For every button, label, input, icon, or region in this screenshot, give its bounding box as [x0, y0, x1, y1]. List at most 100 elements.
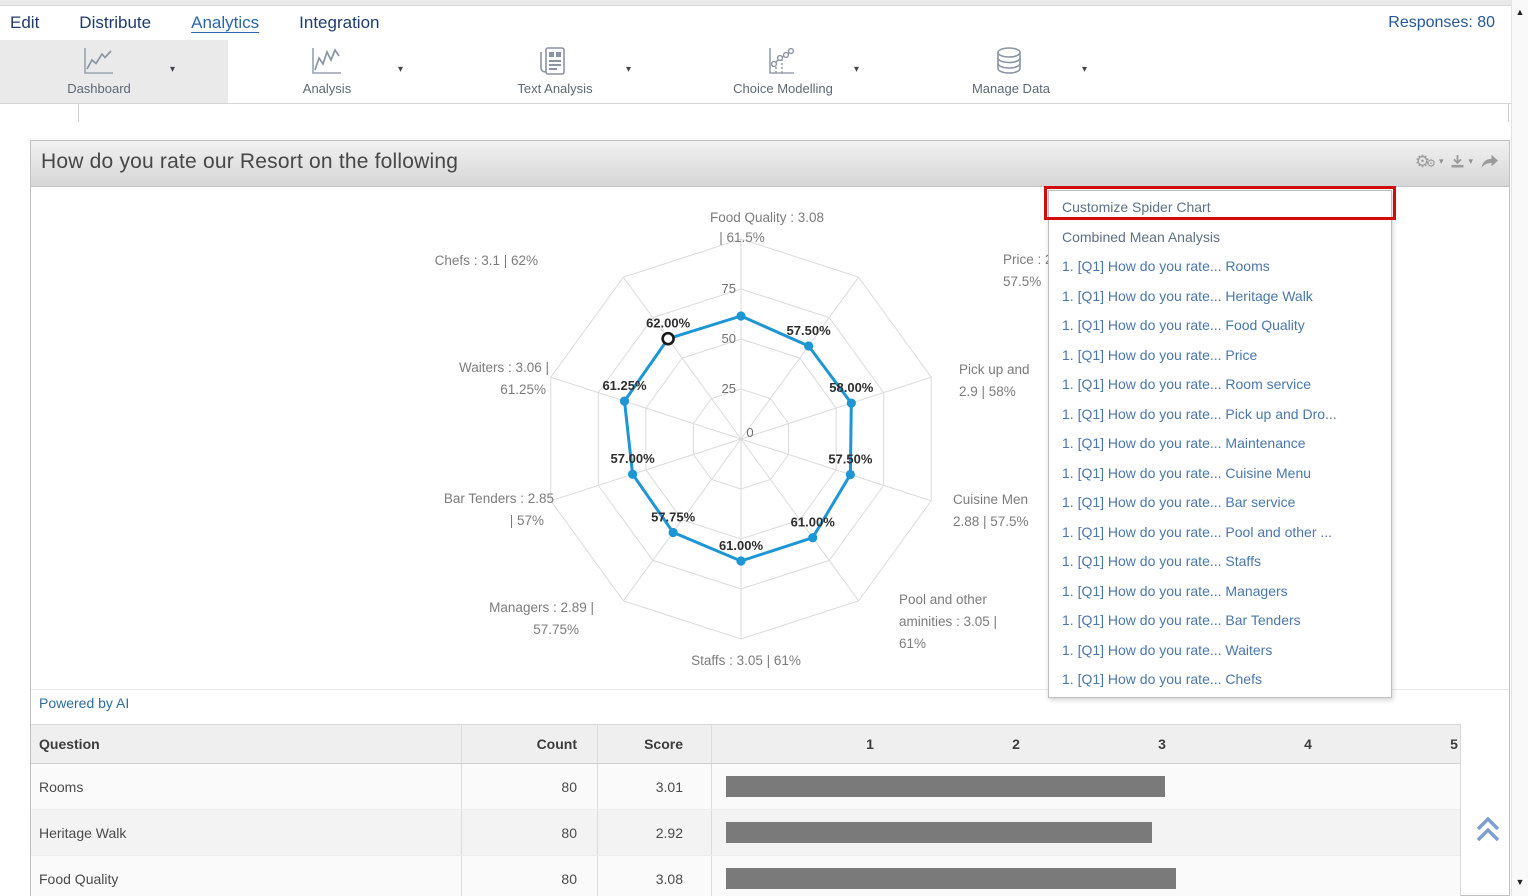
toolbar-item-text-analysis[interactable]: ▾ Text Analysis [456, 40, 684, 103]
score-bar [726, 822, 1152, 843]
axis-label-price: 57.5% [1003, 274, 1041, 289]
settings-caret-icon[interactable]: ▾ [1438, 156, 1444, 166]
axis-label-managers: Managers : 2.89 | [489, 600, 594, 615]
toolbar-item-choice-modelling[interactable]: ▾ Choice Modelling [684, 40, 912, 103]
nav-item-edit[interactable]: Edit [10, 13, 40, 32]
table-cell-scale [712, 764, 1460, 809]
menu-item-1-q1-how-do-you-rate-bar-service[interactable]: 1. [Q1] How do you rate... Bar service [1062, 494, 1296, 510]
table-cell-scale [712, 810, 1460, 855]
axis-label-pool-and-other-aminities: aminities : 3.05 | [899, 614, 997, 629]
analytics-toolbar: ▾ Dashboard ▾ Analysis ▾ Text Analysis ▾ Choice… [0, 40, 1511, 104]
axis-label-bar-tenders: Bar Tenders : 2.85 [444, 491, 554, 506]
data-point-label: 57.00% [611, 451, 656, 466]
nav-item-analytics[interactable]: Analytics [191, 13, 260, 32]
table-row-heritage-walk: Heritage Walk 80 2.92 [31, 810, 1460, 856]
dropdown-caret-icon[interactable]: ▾ [398, 64, 404, 75]
menu-item-1-q1-how-do-you-rate-pool-and-other[interactable]: 1. [Q1] How do you rate... Pool and othe… [1062, 523, 1333, 540]
data-point-label: 61.25% [602, 378, 647, 393]
menu-item-1-q1-how-do-you-rate-room-service[interactable]: 1. [Q1] How do you rate... Room service [1062, 376, 1311, 392]
axis-label-staffs: Staffs : 3.05 | 61% [691, 653, 801, 668]
radar-point-chefs[interactable] [661, 331, 675, 346]
powered-by-ai-link[interactable]: Powered by AI [39, 695, 130, 711]
table-cell-count: 80 [462, 810, 598, 855]
nav-item-distribute[interactable]: Distribute [79, 13, 152, 32]
score-bar [726, 776, 1165, 797]
table-row-rooms: Rooms 80 3.01 [31, 764, 1460, 810]
scrollbar-down-arrow[interactable]: ▼ [1515, 877, 1525, 887]
menu-item-customize-spider-chart[interactable]: Customize Spider Chart [1062, 199, 1211, 215]
radar-point-waiters[interactable] [619, 396, 630, 406]
axis-label-waiters: 61.25% [500, 382, 546, 397]
menu-item-1-q1-how-do-you-rate-staffs[interactable]: 1. [Q1] How do you rate... Staffs [1062, 553, 1261, 569]
choice-modelling-icon [764, 46, 798, 83]
menu-item-1-q1-how-do-you-rate-heritage-walk[interactable]: 1. [Q1] How do you rate... Heritage Walk [1062, 287, 1313, 304]
table-cell-question: Rooms [31, 764, 462, 809]
axis-label-managers: 57.75% [533, 622, 579, 637]
data-point-label: 61.00% [719, 538, 764, 553]
menu-item-1-q1-how-do-you-rate-maintenance[interactable]: 1. [Q1] How do you rate... Maintenance [1062, 435, 1306, 451]
menu-item-1-q1-how-do-you-rate-food-quality[interactable]: 1. [Q1] How do you rate... Food Quality [1062, 317, 1305, 333]
axis-label-cuisine-menu: 2.88 | 57.5% [953, 514, 1029, 529]
toolbar-item-manage-data[interactable]: ▾ Manage Data [912, 40, 1140, 103]
scale-tick-label: 5 [1450, 736, 1458, 752]
radar-point-bar-tenders[interactable] [627, 469, 638, 479]
dropdown-caret-icon[interactable]: ▾ [170, 64, 176, 75]
data-point-label: 61.00% [791, 515, 836, 530]
download-icon[interactable] [1450, 154, 1465, 169]
scale-tick-label: 4 [1304, 736, 1312, 752]
radar-point-price[interactable] [803, 341, 814, 351]
top-strip [0, 0, 1511, 6]
menu-item-1-q1-how-do-you-rate-pick-up-and-dro[interactable]: 1. [Q1] How do you rate... Pick up and D… [1062, 405, 1337, 422]
radar-point-pool-and-other-aminities[interactable] [808, 533, 818, 543]
scale-tick-label: 3 [1158, 736, 1166, 752]
manage-data-icon [992, 46, 1026, 83]
page-scrollbar[interactable]: ▲ ▼ [1511, 0, 1528, 896]
menu-item-combined-mean-analysis[interactable]: Combined Mean Analysis [1062, 228, 1220, 245]
toolbar-item-analysis[interactable]: ▾ Analysis [228, 40, 456, 103]
top-navbar: Edit Distribute Analytics Integration Respon… [0, 6, 1511, 40]
table-cell-count: 80 [462, 764, 598, 809]
svg-text:50: 50 [722, 331, 736, 346]
radar-point-pick-up-and-drop[interactable] [846, 398, 856, 408]
divider [31, 689, 1509, 690]
text-analysis-icon [536, 46, 568, 83]
scale-tick-label: 1 [866, 736, 874, 752]
dropdown-caret-icon[interactable]: ▾ [1082, 64, 1088, 75]
settings-gears-icon[interactable]: ⚙ ⚙ [1414, 152, 1436, 171]
data-point-label: 62.00% [646, 316, 691, 331]
axis-label-pool-and-other-aminities: 61% [899, 636, 926, 651]
menu-item-1-q1-how-do-you-rate-waiters[interactable]: 1. [Q1] How do you rate... Waiters [1062, 641, 1273, 658]
axis-label-bar-tenders: | 57% [510, 513, 544, 528]
back-to-top-icon[interactable] [1474, 815, 1502, 850]
responses-count: Responses: 80 [1388, 14, 1495, 31]
radar-point-cuisine-menu[interactable] [845, 469, 855, 480]
menu-item-1-q1-how-do-you-rate-price[interactable]: 1. [Q1] How do you rate... Price [1062, 346, 1258, 363]
toolbar-item-label: Text Analysis [517, 81, 593, 96]
dropdown-caret-icon[interactable]: ▾ [854, 64, 860, 75]
menu-item-1-q1-how-do-you-rate-cuisine-menu[interactable]: 1. [Q1] How do you rate... Cuisine Menu [1062, 464, 1312, 481]
svg-text:0: 0 [746, 425, 753, 440]
menu-item-1-q1-how-do-you-rate-bar-tenders[interactable]: 1. [Q1] How do you rate... Bar Tenders [1062, 612, 1301, 628]
svg-text:75: 75 [722, 281, 736, 296]
scrollbar-up-arrow[interactable]: ▲ [1515, 7, 1525, 17]
radar-point-managers[interactable] [668, 527, 678, 538]
widget-header-actions: ⚙ ⚙ ▾ ▾ [1415, 153, 1499, 170]
menu-item-1-q1-how-do-you-rate-rooms[interactable]: 1. [Q1] How do you rate... Rooms [1062, 258, 1270, 274]
axis-label-cuisine-menu: Cuisine Men [953, 492, 1028, 507]
nav-item-integration[interactable]: Integration [299, 13, 380, 32]
dropdown-caret-icon[interactable]: ▾ [626, 64, 632, 75]
share-icon[interactable] [1480, 154, 1499, 169]
column-header-question: Question [31, 725, 462, 763]
radar-point-food-quality[interactable] [736, 311, 746, 321]
menu-item-1-q1-how-do-you-rate-chefs[interactable]: 1. [Q1] How do you rate... Chefs [1062, 671, 1262, 687]
radar-point-staffs[interactable] [736, 556, 746, 566]
toolbar-item-dashboard[interactable]: ▾ Dashboard [0, 40, 228, 103]
menu-item-1-q1-how-do-you-rate-managers[interactable]: 1. [Q1] How do you rate... Managers [1062, 582, 1288, 599]
widget-header: How do you rate our Resort on the follow… [31, 141, 1509, 187]
axis-label-waiters: Waiters : 3.06 | [459, 360, 549, 375]
download-caret-icon[interactable]: ▾ [1468, 156, 1473, 166]
table-cell-question: Heritage Walk [31, 810, 462, 855]
axis-label-chefs: Chefs : 3.1 | 62% [435, 253, 538, 268]
score-bar [726, 868, 1176, 889]
